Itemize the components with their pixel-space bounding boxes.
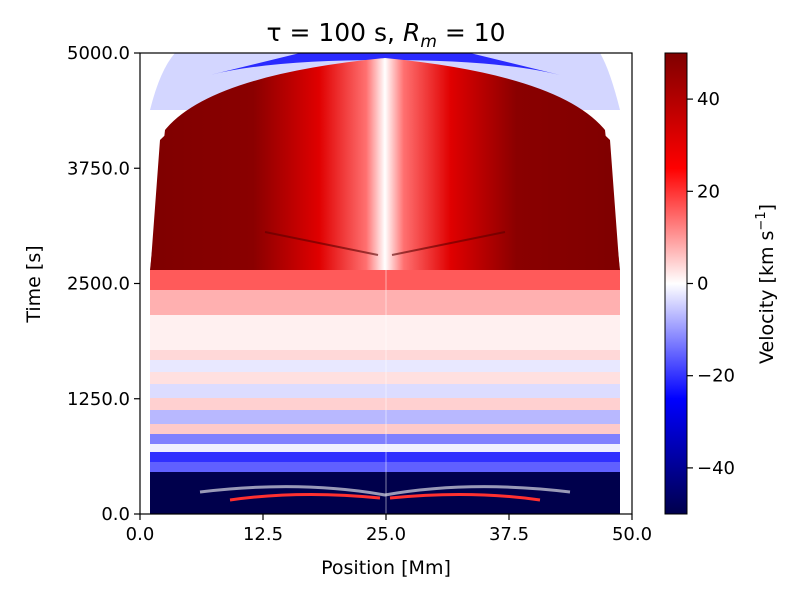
- y-tick-label: 3750.0: [67, 158, 130, 179]
- y-tick-label: 2500.0: [67, 274, 130, 295]
- x-tick-label: 12.5: [243, 524, 283, 545]
- colorbar-tick-label: 0: [697, 274, 708, 295]
- heatmap-plot-area: [140, 53, 632, 514]
- y-tick-label: 1250.0: [67, 389, 130, 410]
- colorbar: [664, 52, 688, 515]
- x-tick-label: 37.5: [489, 524, 529, 545]
- y-tick-label: 5000.0: [67, 43, 130, 64]
- colorbar-label: Velocity [km s−1]: [754, 204, 778, 364]
- colorbar-tick-label: 20: [697, 181, 720, 202]
- colorbar-tick-label: −40: [697, 458, 735, 479]
- x-tick-label: 25.0: [366, 524, 406, 545]
- y-axis-ticks: 0.0 1250.0 2500.0 3750.0 5000.0: [67, 43, 140, 525]
- x-axis-label: Position [Mm]: [321, 557, 451, 579]
- y-axis-label: Time [s]: [23, 245, 45, 323]
- y-tick-label: 0.0: [101, 504, 130, 525]
- colorbar-tick-label: −20: [697, 366, 735, 387]
- x-tick-label: 0.0: [126, 524, 155, 545]
- x-axis-ticks: 0.0 12.5 25.0 37.5 50.0: [126, 514, 652, 545]
- chart-title: τ = 100 s, Rm = 10: [266, 18, 505, 52]
- colorbar-ticks: 40 20 0 −20 −40: [687, 89, 735, 479]
- x-tick-label: 50.0: [612, 524, 652, 545]
- colorbar-tick-label: 40: [697, 89, 720, 110]
